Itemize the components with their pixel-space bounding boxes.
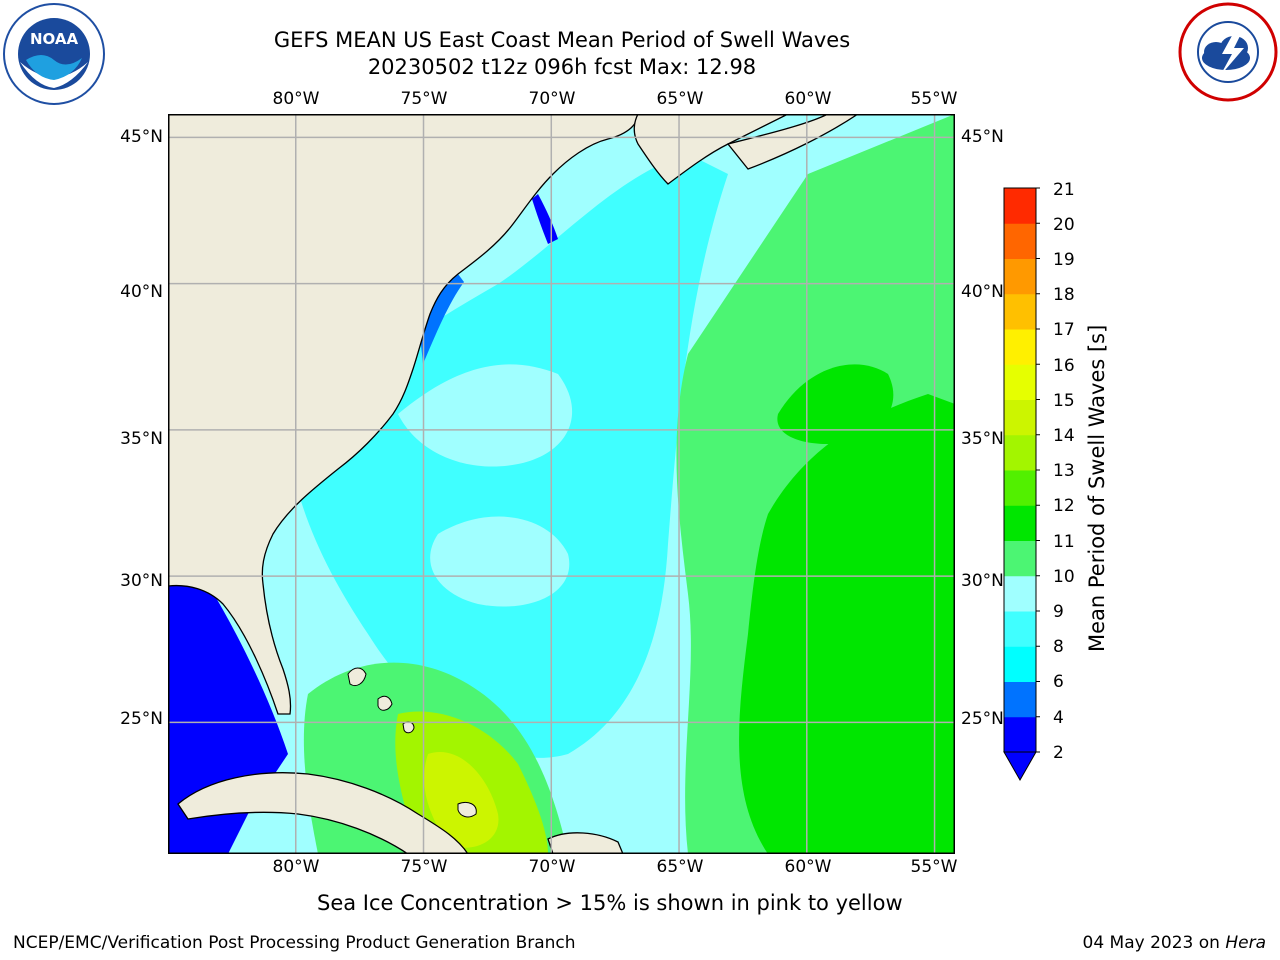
land-cuba [177, 772, 469, 854]
colorbar-tick-label: 8 [1053, 637, 1064, 657]
lon-label-top: 60°W [784, 89, 832, 109]
map-border [168, 114, 955, 854]
colorbar-segment [1004, 434, 1036, 471]
colorbar-segment [1004, 611, 1036, 647]
map-title: GEFS MEAN US East Coast Mean Period of S… [273, 28, 851, 52]
lon-label-top: 65°W [656, 89, 704, 109]
lat-label-left: 30°N [120, 571, 163, 591]
lat-label-right: 40°N [961, 282, 1004, 302]
colorbar-segment [1004, 681, 1036, 718]
swell-region-yellow [424, 752, 499, 848]
lat-label-right: 35°N [961, 429, 1004, 449]
colorbar-title: Mean Period of Swell Waves [s] [1085, 324, 1109, 652]
colorbar-tick-label: 10 [1053, 567, 1075, 587]
colorbar-tick-label: 4 [1053, 708, 1064, 728]
lat-label-left: 45°N [120, 127, 163, 147]
graticule [168, 114, 955, 854]
land-bahamas-1 [347, 667, 367, 687]
colorbar-tick-label: 14 [1053, 426, 1075, 446]
colorbar-tick-label: 17 [1053, 320, 1075, 340]
land-bahamas-3 [402, 721, 415, 734]
colorbar-segment [1004, 716, 1036, 753]
footer-right: 04 May 2023 on Hera [1083, 933, 1267, 953]
map-canvas [168, 114, 955, 854]
lat-label-right: 25°N [961, 709, 1004, 729]
colorbar-tick-label: 21 [1053, 180, 1075, 200]
lat-label-right: 30°N [961, 571, 1004, 591]
colorbar-segment [1004, 329, 1036, 365]
colorbar-tick-label: 18 [1053, 285, 1075, 305]
colorbar-tick-label: 9 [1053, 602, 1064, 622]
colorbar-tick-label: 6 [1053, 672, 1064, 692]
colorbar-segment [1004, 399, 1036, 436]
lon-label-bottom: 80°W [272, 857, 320, 877]
land-hispaniola [547, 832, 624, 854]
footer-machine: Hera [1225, 933, 1266, 953]
colorbar-tick-label: 16 [1053, 356, 1075, 376]
sea-ice-note: Sea Ice Concentration > 15% is shown in … [317, 891, 903, 915]
lat-label-left: 35°N [120, 429, 163, 449]
lon-label-bottom: 75°W [400, 857, 448, 877]
noaa-logo-text: NOAA [30, 30, 79, 48]
swell-region-bright-green [739, 394, 955, 854]
lon-label-top: 55°W [910, 89, 958, 109]
colorbar-segment [1004, 188, 1036, 224]
colorbar-segment [1004, 540, 1036, 577]
land-bahamas-2 [377, 695, 393, 711]
colorbar-tick-label: 15 [1053, 391, 1075, 411]
swell-region-nearshore [418, 274, 464, 364]
colorbar-segment [1004, 470, 1036, 506]
swell-region-light-2 [430, 516, 570, 607]
lon-label-top: 70°W [528, 89, 576, 109]
lon-label-bottom: 70°W [528, 857, 576, 877]
colorbar-tick-label: 2 [1053, 743, 1064, 763]
footer-date: 04 May 2023 on [1082, 933, 1226, 953]
colorbar-segment [1004, 575, 1036, 612]
lon-label-bottom: 55°W [910, 857, 958, 877]
colorbar-segment [1004, 646, 1036, 682]
colorbar [1000, 186, 1042, 786]
swell-region-light [398, 364, 573, 467]
lat-label-left: 40°N [120, 282, 163, 302]
lon-label-bottom: 60°W [784, 857, 832, 877]
colorbar-segment [1004, 293, 1036, 330]
colorbar-segment [1004, 364, 1036, 400]
map-frame [168, 114, 955, 854]
colorbar-tick-label: 11 [1053, 532, 1075, 552]
colorbar-segment [1004, 223, 1036, 259]
colorbar-tick-label: 12 [1053, 496, 1075, 516]
lat-label-left: 25°N [120, 709, 163, 729]
footer-left: NCEP/EMC/Verification Post Processing Pr… [13, 933, 576, 953]
colorbar-segment [1004, 505, 1036, 541]
noaa-logo: NOAA [2, 2, 106, 106]
colorbar-extend-min [1003, 751, 1037, 782]
lat-label-right: 45°N [961, 127, 1004, 147]
colorbar-tick-label: 13 [1053, 461, 1075, 481]
lon-label-top: 80°W [272, 89, 320, 109]
colorbar-tick-label: 19 [1053, 250, 1075, 270]
lon-label-top: 75°W [400, 89, 448, 109]
lon-label-bottom: 65°W [656, 857, 704, 877]
nws-logo [1176, 2, 1280, 106]
map-subtitle: 20230502 t12z 096h fcst Max: 12.98 [367, 55, 757, 79]
land-turks-caicos [457, 801, 477, 818]
colorbar-tick-label: 20 [1053, 215, 1075, 235]
colorbar-segment [1004, 258, 1036, 295]
